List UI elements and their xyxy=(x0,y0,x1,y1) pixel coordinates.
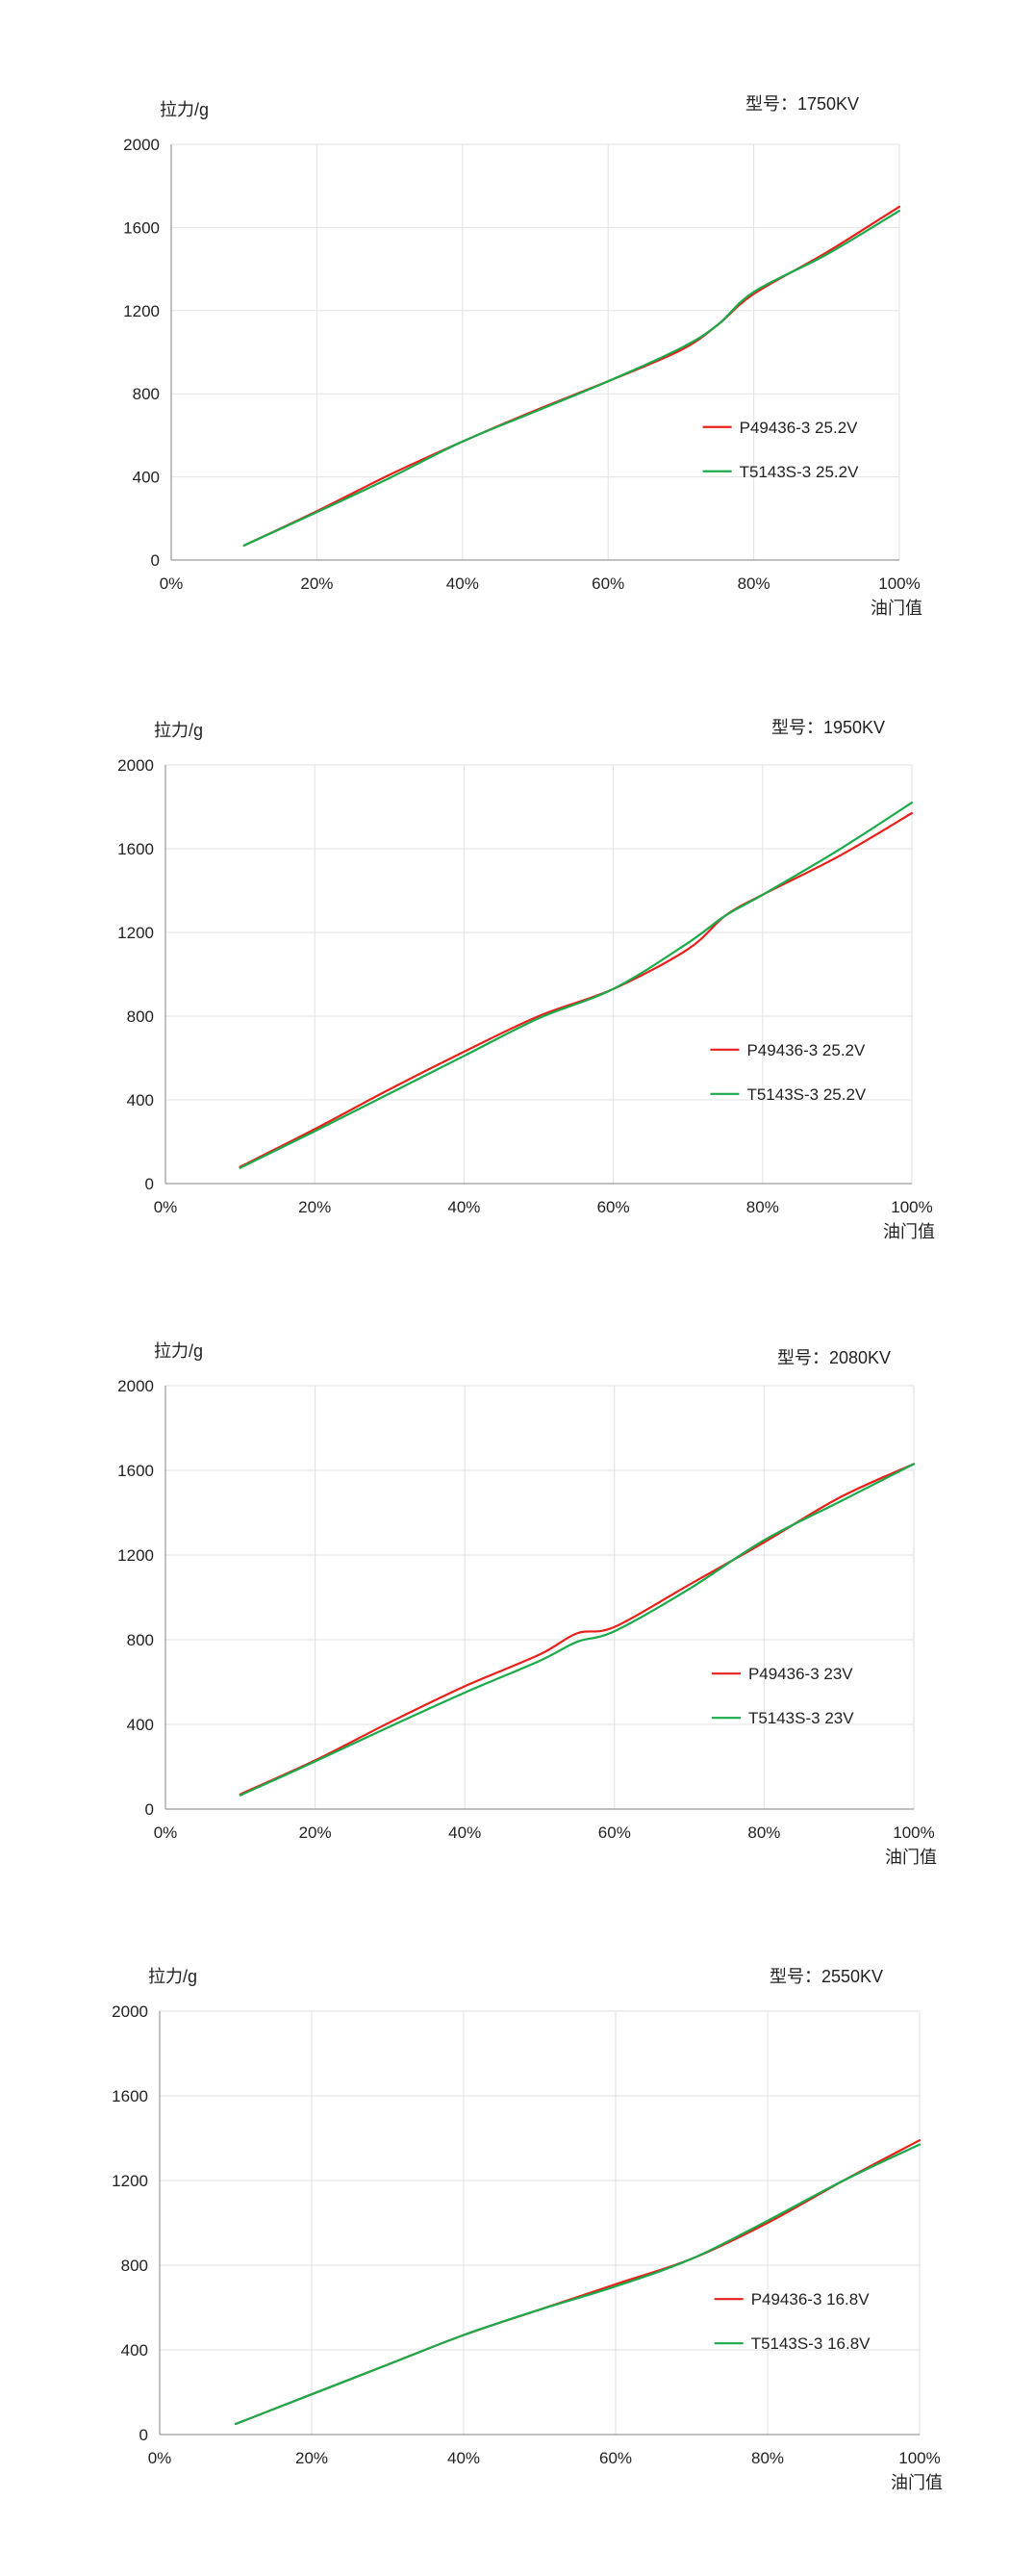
x-tick-label: 60% xyxy=(592,574,624,593)
y-tick-label: 2000 xyxy=(117,1377,154,1395)
model-title: 型号：2550KV xyxy=(770,1967,883,1986)
y-tick-label: 2000 xyxy=(123,136,160,154)
x-axis-label: 油门值 xyxy=(885,1848,937,1867)
legend-label-1: P49436-3 16.8V xyxy=(751,2290,871,2308)
x-tick-label: 80% xyxy=(751,2449,784,2467)
chart-2550kv: 0 400 800 1200 1600 2000 0% 20% 40% 60% 80% 100% 拉力/… xyxy=(0,1934,1035,2550)
x-tick-label: 60% xyxy=(597,1198,630,1216)
y-tick-label: 400 xyxy=(127,1716,154,1734)
x-tick-label: 0% xyxy=(154,1198,178,1216)
chart-svg: 0 400 800 1200 1600 2000 0% 20% 40% 60% 80% 100% 拉力/… xyxy=(112,1967,943,2492)
y-tick-label: 0 xyxy=(151,551,160,570)
x-tick-label: 20% xyxy=(299,1824,332,1842)
x-tick-label: 100% xyxy=(878,574,920,593)
y-tick-label: 800 xyxy=(127,1007,154,1026)
y-tick-label: 2000 xyxy=(117,756,154,775)
y-tick-label: 400 xyxy=(121,2341,148,2359)
x-axis-label: 油门值 xyxy=(891,2473,943,2492)
y-tick-label: 1600 xyxy=(123,218,160,237)
x-tick-label: 40% xyxy=(448,1824,481,1842)
x-tick-label: 60% xyxy=(598,1824,631,1842)
x-tick-label: 40% xyxy=(446,574,479,593)
x-tick-label: 20% xyxy=(295,2449,328,2467)
model-title: 型号：2080KV xyxy=(777,1348,891,1367)
legend-label-2: T5143S-3 25.2V xyxy=(746,1085,866,1104)
y-tick-label: 1600 xyxy=(117,1462,154,1480)
x-tick-label: 80% xyxy=(738,574,770,593)
series-line-1 xyxy=(239,1463,916,1796)
chart-1750kv: 0 400 800 1200 1600 2000 0% 20% 40% 60% 80% 100% 拉力/… xyxy=(0,77,1035,693)
legend-label-2: T5143S-3 16.8V xyxy=(751,2334,871,2353)
x-tick-label: 20% xyxy=(300,574,333,593)
chart-2080kv: 0 400 800 1200 1600 2000 0% 20% 40% 60% 80% 100% 拉力/… xyxy=(0,1314,1035,1929)
y-tick-label: 800 xyxy=(133,385,160,403)
chart-svg: 0 400 800 1200 1600 2000 0% 20% 40% 60% 80% 100% 拉力/… xyxy=(123,94,922,618)
y-tick-label: 0 xyxy=(145,1175,154,1193)
x-tick-label: 80% xyxy=(747,1824,780,1842)
y-tick-label: 400 xyxy=(127,1091,154,1109)
y-tick-label: 1600 xyxy=(117,840,154,858)
y-tick-label: 0 xyxy=(145,1800,154,1819)
legend-label-1: P49436-3 25.2V xyxy=(740,419,859,437)
y-tick-label: 1200 xyxy=(117,924,154,942)
x-tick-label: 0% xyxy=(148,2449,172,2467)
x-tick-label: 0% xyxy=(154,1824,178,1842)
x-tick-label: 80% xyxy=(746,1198,779,1216)
y-tick-label: 1200 xyxy=(117,1546,154,1565)
series-line-2 xyxy=(234,2143,921,2426)
legend-label-2: T5143S-3 23V xyxy=(748,1709,854,1727)
y-tick-label: 800 xyxy=(127,1631,154,1649)
y-tick-label: 1200 xyxy=(112,2172,148,2190)
x-axis-label: 油门值 xyxy=(871,599,922,618)
model-title: 型号：1750KV xyxy=(745,94,859,114)
legend-label-1: P49436-3 25.2V xyxy=(746,1041,866,1059)
series-line-2 xyxy=(239,802,914,1169)
model-title: 型号：1950KV xyxy=(771,718,885,737)
plot-frame xyxy=(164,764,913,1185)
plot-frame xyxy=(159,2010,921,2436)
series-line-2 xyxy=(242,210,901,547)
x-tick-label: 40% xyxy=(447,2449,480,2467)
y-tick-label: 0 xyxy=(139,2426,148,2444)
plot-frame xyxy=(164,1385,915,1810)
y-axis-label: 拉力/g xyxy=(154,1341,203,1361)
y-tick-label: 2000 xyxy=(112,2002,148,2021)
legend-label-1: P49436-3 23V xyxy=(748,1665,853,1683)
x-axis-label: 油门值 xyxy=(883,1222,935,1241)
y-tick-label: 800 xyxy=(121,2257,148,2275)
x-tick-label: 20% xyxy=(298,1198,331,1216)
legend-label-2: T5143S-3 25.2V xyxy=(740,463,859,481)
y-axis-label: 拉力/g xyxy=(148,1967,197,1986)
plot-frame xyxy=(170,143,900,561)
y-tick-label: 1200 xyxy=(123,302,160,320)
y-tick-label: 1600 xyxy=(112,2087,148,2105)
x-tick-label: 100% xyxy=(898,2449,940,2467)
chart-1950kv: 0 400 800 1200 1600 2000 0% 20% 40% 60% 80% 100% 拉力/… xyxy=(0,693,1035,1309)
series-line-1 xyxy=(242,205,901,547)
series-line-1 xyxy=(234,2139,921,2426)
x-tick-label: 0% xyxy=(160,574,184,593)
chart-svg: 0 400 800 1200 1600 2000 0% 20% 40% 60% 80% 100% 拉力/… xyxy=(117,1341,937,1867)
x-tick-label: 60% xyxy=(599,2449,632,2467)
y-axis-label: 拉力/g xyxy=(160,100,209,119)
series-line-2 xyxy=(239,1463,916,1797)
y-tick-label: 400 xyxy=(133,469,160,487)
x-tick-label: 100% xyxy=(893,1824,934,1842)
x-tick-label: 100% xyxy=(891,1198,932,1216)
chart-svg: 0 400 800 1200 1600 2000 0% 20% 40% 60% 80% 100% 拉力/… xyxy=(117,718,935,1241)
y-axis-label: 拉力/g xyxy=(154,721,203,740)
x-tick-label: 40% xyxy=(447,1198,480,1216)
